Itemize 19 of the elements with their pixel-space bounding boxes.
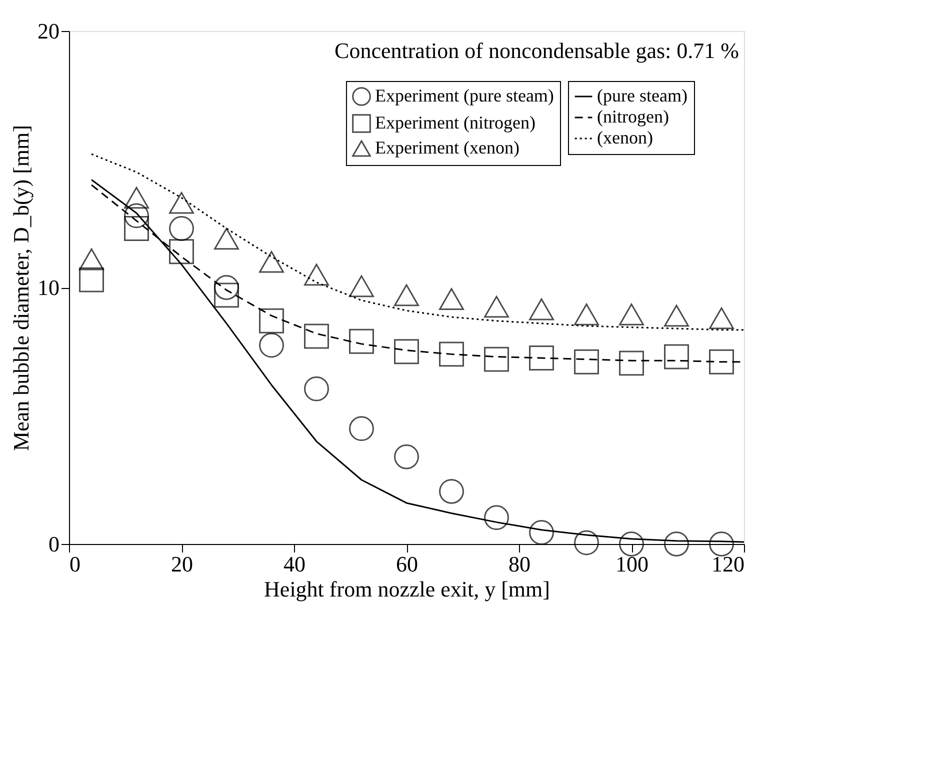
- y-axis-title: Mean bubble diameter, D_b(y) [mm]: [8, 125, 34, 451]
- x-tick-label: 0: [70, 552, 80, 576]
- legend-label: (nitrogen): [597, 106, 669, 126]
- x-tick-label: 40: [284, 552, 306, 576]
- annotation: Concentration of noncondensable gas: 0.71 %: [334, 38, 739, 63]
- x-axis-title: Height from nozzle exit, y [mm]: [264, 576, 550, 602]
- y-tick-label: 10: [38, 275, 60, 300]
- legend-label: Experiment (nitrogen): [375, 112, 536, 132]
- y-tick-label: 20: [38, 18, 60, 44]
- legend-label: Experiment (pure steam): [375, 86, 554, 106]
- y-tick-label: 0: [48, 532, 60, 556]
- x-tick-label: 80: [508, 552, 530, 576]
- x-tick-label: 100: [616, 552, 648, 576]
- legend-label: (xenon): [597, 128, 653, 148]
- x-tick-label: 120: [712, 552, 744, 576]
- legend-label: Experiment (xenon): [375, 138, 520, 158]
- x-tick-label: 20: [171, 552, 193, 576]
- legend-label: (pure steam): [597, 86, 688, 106]
- x-tick-label: 60: [396, 552, 418, 576]
